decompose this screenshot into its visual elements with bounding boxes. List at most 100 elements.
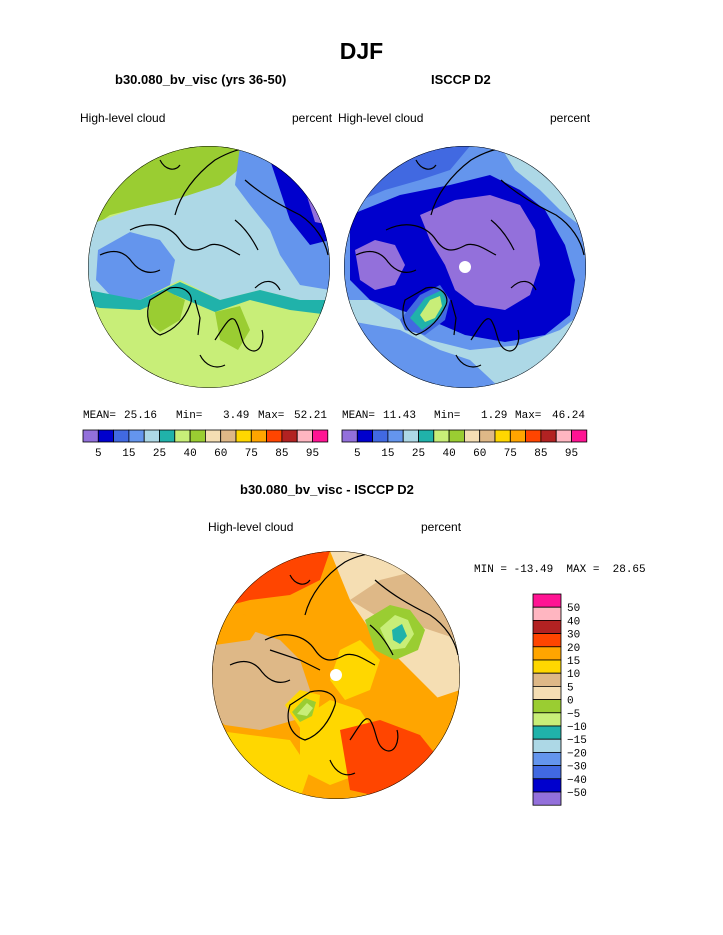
model-colorbar-swatch [235,429,252,443]
model-colorbar-swatch [82,429,99,443]
diff-panel-title: b30.080_bv_visc - ISCCP D2 [240,482,414,497]
model-min-label: Min= [176,410,203,422]
obs-colorbar-swatch [448,429,465,443]
obs-colorbar-tick-label: 40 [442,448,455,460]
obs-colorbar-swatch [433,429,450,443]
obs-coastlines [355,146,585,368]
model-colorbar-swatch [266,429,283,443]
diff-colorbar-tick-label: 10 [567,669,580,681]
diff-colorbar-tick-label: 5 [567,682,574,694]
model-colorbar-swatch [97,429,115,443]
model-units-label: percent [292,111,333,125]
model-colorbar-swatch [250,429,268,443]
diff-colorbar-tick-label: −5 [567,709,580,721]
obs-colorbar-tick-label: 60 [473,448,486,460]
obs-colorbar-tick-label: 75 [504,448,517,460]
diff-units-label: percent [421,520,462,534]
model-colorbar-tick-label: 15 [122,448,135,460]
obs-colorbar-swatch [463,429,481,443]
diff-colorbar-tick-label: 20 [567,643,580,655]
model-colorbar-tick-label: 5 [95,448,102,460]
page-title: DJF [339,38,384,64]
obs-colorbar-tick-label: 95 [565,448,578,460]
obs-colorbar-swatch [341,429,358,443]
diff-colorbar-swatch [532,765,562,780]
diff-colorbar-tick-label: 0 [567,696,574,708]
diff-colorbar-swatch [532,712,562,727]
diff-colorbar-swatch [532,725,562,740]
model-colorbar-swatch [189,429,206,443]
diff-colorbar-swatch [532,646,562,661]
model-colorbar-swatch [296,429,313,443]
model-colorbar-tick-label: 60 [214,448,227,460]
obs-colorbar-swatch [494,429,511,443]
obs-colorbar-tick-label: 15 [381,448,394,460]
obs-colorbar-tick-label: 25 [412,448,425,460]
diff-colorbar-tick-label: −10 [567,722,587,734]
diff-colorbar-swatch [532,672,562,687]
model-colorbar-swatch [143,429,160,443]
diff-colorbar-swatch [532,686,562,701]
diff-colorbar-tick-label: 50 [567,603,580,615]
obs-colorbar-swatch [540,429,557,443]
obs-min-value: 1.29 [481,410,508,422]
obs-polar-map [344,146,586,388]
model-panel-title: b30.080_bv_visc (yrs 36-50) [115,72,287,87]
diff-colorbar-tick-label: 40 [567,616,580,628]
model-max-label: Max= [258,410,285,422]
model-colorbar-swatch [312,429,329,443]
obs-min-label: Min= [434,410,461,422]
obs-variable-label: High-level cloud [338,111,424,125]
model-mean-label: MEAN= [83,410,117,422]
diff-colorbar-swatch [532,633,562,648]
obs-colorbar-swatch [571,429,588,443]
diff-colorbar-swatch [532,620,562,635]
obs-colorbar-swatch [402,429,419,443]
model-colorbar-swatch [220,429,237,443]
model-colorbar: 5 15 25 40 60 75 85 95 [82,429,329,460]
model-min-value: 3.49 [223,410,250,422]
obs-mean-label: MEAN= [342,410,376,422]
diff-colorbar-swatch [532,778,562,793]
obs-colorbar-swatch [387,429,404,443]
obs-colorbar-tick-label: 5 [354,448,361,460]
obs-mean-value: 11.43 [383,410,417,422]
obs-max-value: 46.24 [552,410,586,422]
diff-colorbar-swatch [532,752,562,767]
model-colorbar-tick-label: 25 [153,448,166,460]
diff-colorbar-swatch [532,738,562,753]
obs-colorbar-swatch [372,429,389,443]
diff-colorbar-tick-label: −15 [567,735,587,747]
obs-colorbar-swatch [479,429,496,443]
diff-colorbar-tick-label: −50 [567,788,587,800]
obs-colorbar-tick-label: 85 [534,448,547,460]
diff-colorbar-swatch [532,593,562,608]
diff-colorbar-tick-label: −40 [567,775,587,787]
obs-colorbar-swatch [509,429,526,443]
obs-units-label: percent [550,111,591,125]
obs-colorbar: 5 15 25 40 60 75 85 95 [341,429,588,460]
model-colorbar-tick-label: 75 [245,448,258,460]
obs-colorbar-swatch [525,429,542,443]
model-colorbar-swatch [159,429,176,443]
model-colorbar-swatch [113,429,130,443]
obs-colorbar-swatch [418,429,435,443]
model-variable-label: High-level cloud [80,111,166,125]
diff-colorbar-tick-label: −30 [567,762,587,774]
model-colorbar-tick-label: 40 [183,448,196,460]
obs-colorbar-swatch [356,429,373,443]
obs-max-label: Max= [515,410,542,422]
diff-colorbar-tick-label: 30 [567,630,580,642]
model-colorbar-swatch [204,429,222,443]
diff-colorbar-tick-label: 15 [567,656,580,668]
model-polar-map [88,146,330,388]
diff-colorbar-swatch [532,791,562,806]
model-colorbar-swatch [174,429,191,443]
diff-colorbar-tick-label: −20 [567,748,587,760]
model-mean-value: 25.16 [124,410,158,422]
model-max-value: 52.21 [294,410,328,422]
diff-variable-label: High-level cloud [208,520,294,534]
diff-colorbar-swatch [532,606,562,621]
model-colorbar-swatch [128,429,145,443]
